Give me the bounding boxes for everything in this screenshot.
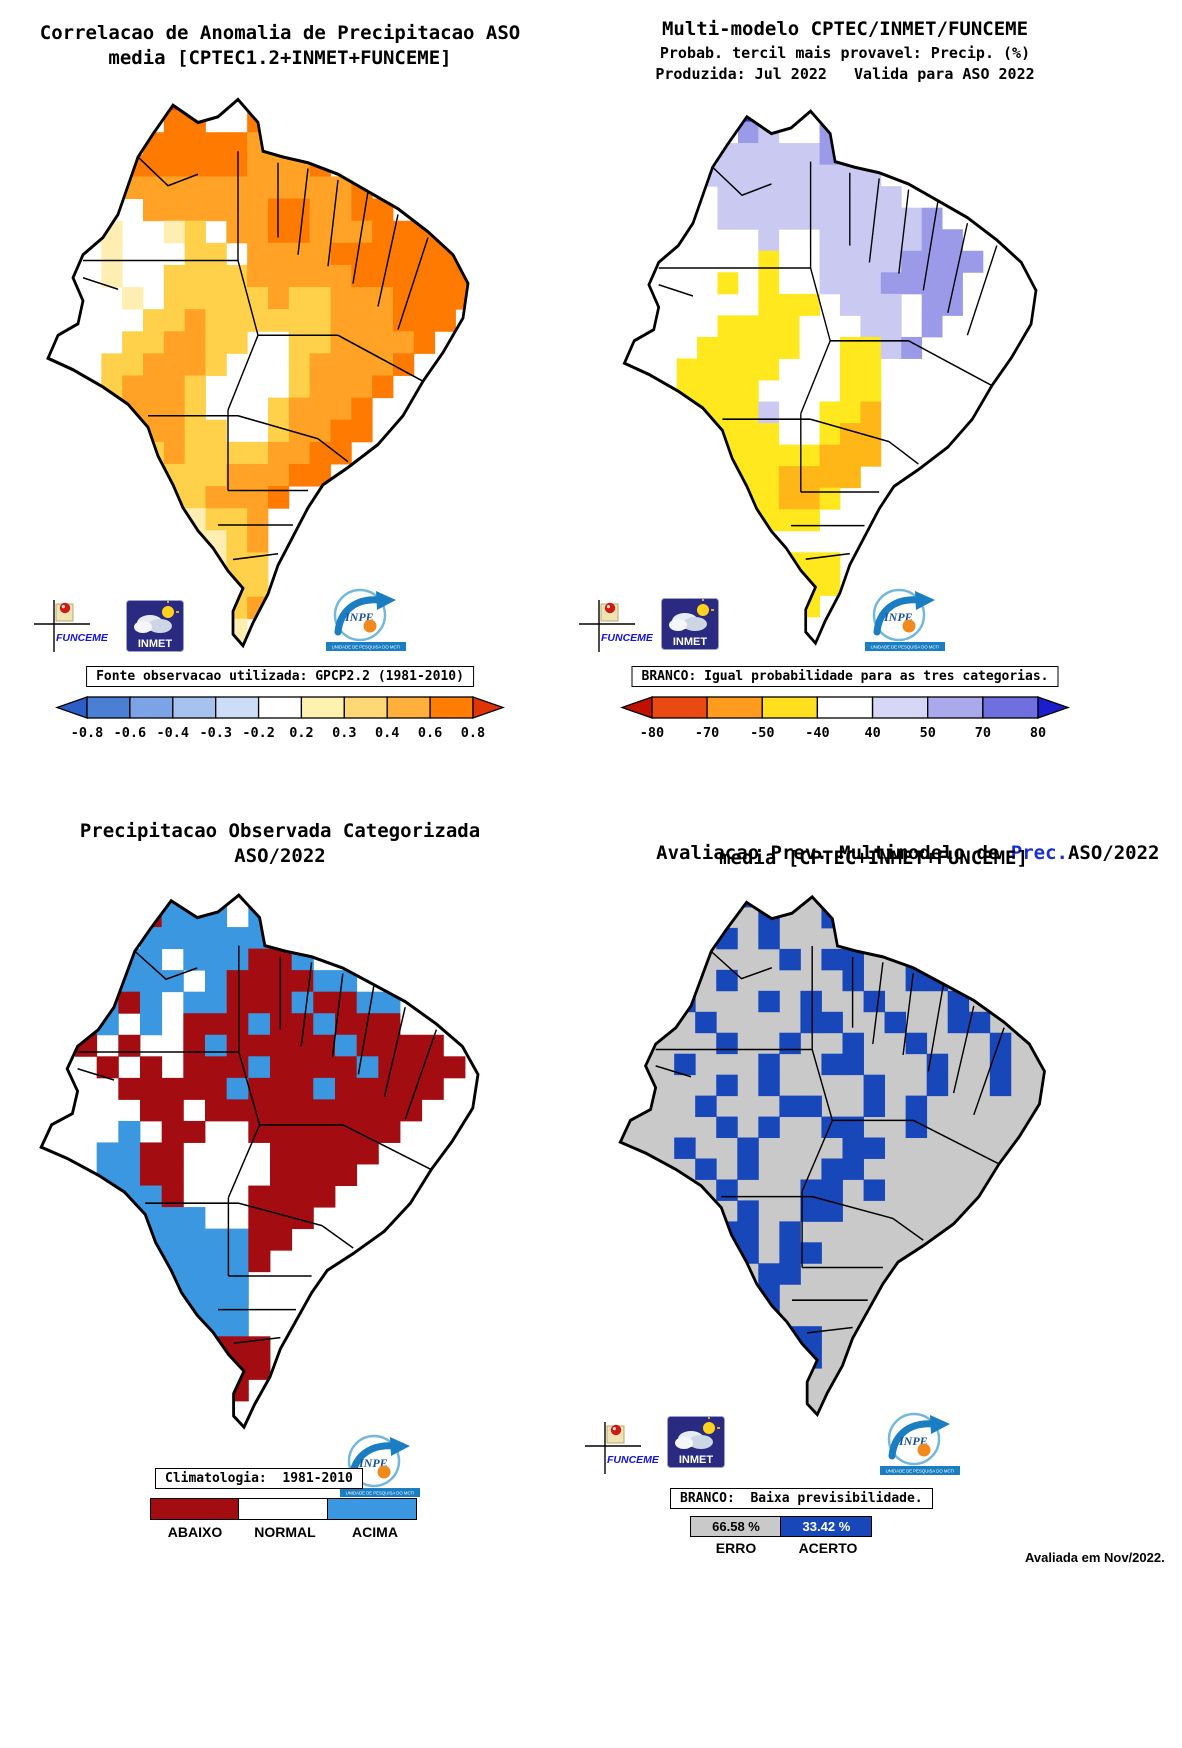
svg-text:0.6: 0.6 xyxy=(418,725,442,741)
correlation-colorbar: -0.8 -0.6 -0.4 -0.3 -0.2 0.2 0.3 0.4 0.6 0.8 xyxy=(45,692,515,742)
svg-text:0.2: 0.2 xyxy=(289,725,313,741)
svg-text:UNIDADE DE PESQUISA DO MCTI: UNIDADE DE PESQUISA DO MCTI xyxy=(871,645,940,650)
inpe-logo-graphic: INPE UNIDADE DE PESQUISA DO MCTI xyxy=(865,588,945,651)
panel-observada: Precipitacao Observada Categorizada ASO/… xyxy=(0,808,560,1748)
colorbar-caption: BRANCO: Igual probabilidade para as tres… xyxy=(631,666,1059,687)
funceme-logo-graphic: FUNCEME xyxy=(585,1422,660,1474)
svg-text:80: 80 xyxy=(1030,725,1046,741)
svg-text:-0.4: -0.4 xyxy=(157,725,190,741)
funceme-logo-graphic: FUNCEME xyxy=(579,600,654,652)
svg-text:-0.3: -0.3 xyxy=(199,725,232,741)
svg-text:-80: -80 xyxy=(640,725,664,741)
svg-text:UNIDADE DE PESQUISA DO MCTI: UNIDADE DE PESQUISA DO MCTI xyxy=(886,1469,955,1474)
panel-multimodelo: Multi-modelo CPTEC/INMET/FUNCEME Probab.… xyxy=(565,0,1125,805)
colorbar-caption: Fonte observacao utilizada: GPCP2.2 (198… xyxy=(86,666,474,687)
title-part-3: ASO/2022 xyxy=(1067,842,1160,864)
svg-text:40: 40 xyxy=(864,725,880,741)
svg-text:INPE: INPE xyxy=(883,610,913,624)
score-labels: ERRO ACERTO xyxy=(690,1540,874,1556)
svg-text:INMET: INMET xyxy=(673,636,708,648)
category-legend xyxy=(150,1498,417,1520)
brazil-map-avaliacao xyxy=(618,894,1046,1418)
category-labels: ABAIXO NORMAL ACIMA xyxy=(150,1524,420,1540)
svg-text:0.4: 0.4 xyxy=(375,725,399,741)
inpe-logo-graphic: INPE UNIDADE DE PESQUISA DO MCTI xyxy=(880,1412,960,1475)
legend-label-acima: ACIMA xyxy=(352,1524,398,1540)
title-part-prec: Prec. xyxy=(1010,842,1068,864)
funceme-logo: FUNCEME xyxy=(585,1420,660,1476)
panel-title: Avaliacao Prev. Multimodelo de Prec.ASO/… xyxy=(565,820,1182,886)
erro-label: ERRO xyxy=(715,1540,757,1556)
svg-text:INMET: INMET xyxy=(679,1454,714,1466)
inmet-logo-graphic: INMET xyxy=(667,1416,725,1468)
panel-subtitle: ASO/2022 xyxy=(234,845,326,867)
panel-title: Precipitacao Observada Categorizada xyxy=(79,820,481,842)
colorbar-graphic: -80 -70 -50 -40 40 50 70 80 xyxy=(620,696,1070,741)
svg-text:-0.6: -0.6 xyxy=(114,725,147,741)
inpe-logo: INPE UNIDADE DE PESQUISA DO MCTI xyxy=(880,1412,960,1476)
svg-text:INPE: INPE xyxy=(358,1456,388,1470)
colorbar-graphic: -0.8 -0.6 -0.4 -0.3 -0.2 0.2 0.3 0.4 0.6 0.8 xyxy=(55,696,505,741)
svg-text:FUNCEME: FUNCEME xyxy=(607,1454,659,1466)
svg-text:-0.8: -0.8 xyxy=(71,725,104,741)
inpe-logo: INPE UNIDADE DE PESQUISA DO MCTI xyxy=(326,588,406,652)
svg-text:-70: -70 xyxy=(695,725,719,741)
acerto-cell: 33.42 % xyxy=(780,1516,873,1537)
panel-subtitle: Probab. tercil mais provavel: Precip. (%… xyxy=(659,44,1031,62)
inpe-logo-graphic: INPE UNIDADE DE PESQUISA DO MCTI xyxy=(326,588,406,651)
acerto-label: ACERTO xyxy=(798,1540,858,1556)
svg-text:INPE: INPE xyxy=(344,610,374,624)
inmet-logo: INMET xyxy=(661,598,719,650)
svg-text:FUNCEME: FUNCEME xyxy=(56,632,108,644)
legend-box-abaixo xyxy=(150,1498,240,1520)
svg-text:INPE: INPE xyxy=(898,1434,928,1448)
panel-avaliacao: Avaliacao Prev. Multimodelo de Prec.ASO/… xyxy=(565,808,1182,1748)
legend-box-acima xyxy=(326,1498,417,1520)
panel-subtitle: media [CPTEC+INMET+FUNCEME] xyxy=(719,847,1028,869)
score-bar: 66.58 % 33.42 % xyxy=(690,1516,873,1537)
inmet-logo: INMET xyxy=(667,1416,725,1468)
brazil-map-observada xyxy=(39,893,480,1430)
funceme-logo-graphic: FUNCEME xyxy=(34,600,109,652)
inmet-logo-graphic: INMET xyxy=(126,600,184,652)
panel-title: Multi-modelo CPTEC/INMET/FUNCEME xyxy=(661,18,1029,40)
probability-colorbar: -80 -70 -50 -40 40 50 70 80 xyxy=(610,692,1080,742)
erro-cell: 66.58 % xyxy=(690,1516,782,1537)
evaluation-date-note: Avaliada em Nov/2022. xyxy=(1025,1550,1165,1565)
svg-text:0.3: 0.3 xyxy=(332,725,356,741)
title-part-1: Avaliacao Prev. Multimodelo de xyxy=(656,842,1011,864)
legend-label-normal: NORMAL xyxy=(254,1524,316,1540)
funceme-logo: FUNCEME xyxy=(34,598,109,654)
svg-text:0.8: 0.8 xyxy=(461,725,485,741)
previsibility-note: BRANCO: Baixa previsibilidade. xyxy=(670,1488,933,1509)
brazil-map-probabilidade xyxy=(622,109,1038,646)
svg-text:FUNCEME: FUNCEME xyxy=(601,632,653,644)
legend-label-abaixo: ABAIXO xyxy=(167,1524,223,1540)
svg-text:-40: -40 xyxy=(805,725,829,741)
panel-title: Correlacao de Anomalia de Precipitacao A… xyxy=(39,22,521,44)
svg-text:-0.2: -0.2 xyxy=(242,725,275,741)
panel-correlacao: Correlacao de Anomalia de Precipitacao A… xyxy=(0,0,560,805)
climatology-caption: Climatologia: 1981-2010 xyxy=(155,1468,363,1489)
svg-text:INMET: INMET xyxy=(138,638,173,650)
svg-text:UNIDADE DE PESQUISA DO MCTI: UNIDADE DE PESQUISA DO MCTI xyxy=(346,1491,415,1496)
funceme-logo: FUNCEME xyxy=(579,598,654,654)
svg-text:UNIDADE DE PESQUISA DO MCTI: UNIDADE DE PESQUISA DO MCTI xyxy=(332,645,401,650)
inmet-logo: INMET xyxy=(126,600,184,652)
svg-text:50: 50 xyxy=(920,725,936,741)
svg-text:-50: -50 xyxy=(750,725,774,741)
panel-subtitle: media [CPTEC1.2+INMET+FUNCEME] xyxy=(108,47,452,69)
legend-box-normal xyxy=(238,1498,329,1520)
brazil-map-correlacao xyxy=(46,97,470,649)
svg-text:70: 70 xyxy=(975,725,991,741)
inmet-logo-graphic: INMET xyxy=(661,598,719,650)
inpe-logo: INPE UNIDADE DE PESQUISA DO MCTI xyxy=(865,588,945,652)
panel-subtitle-2: Produzida: Jul 2022 Valida para ASO 2022 xyxy=(655,65,1035,83)
